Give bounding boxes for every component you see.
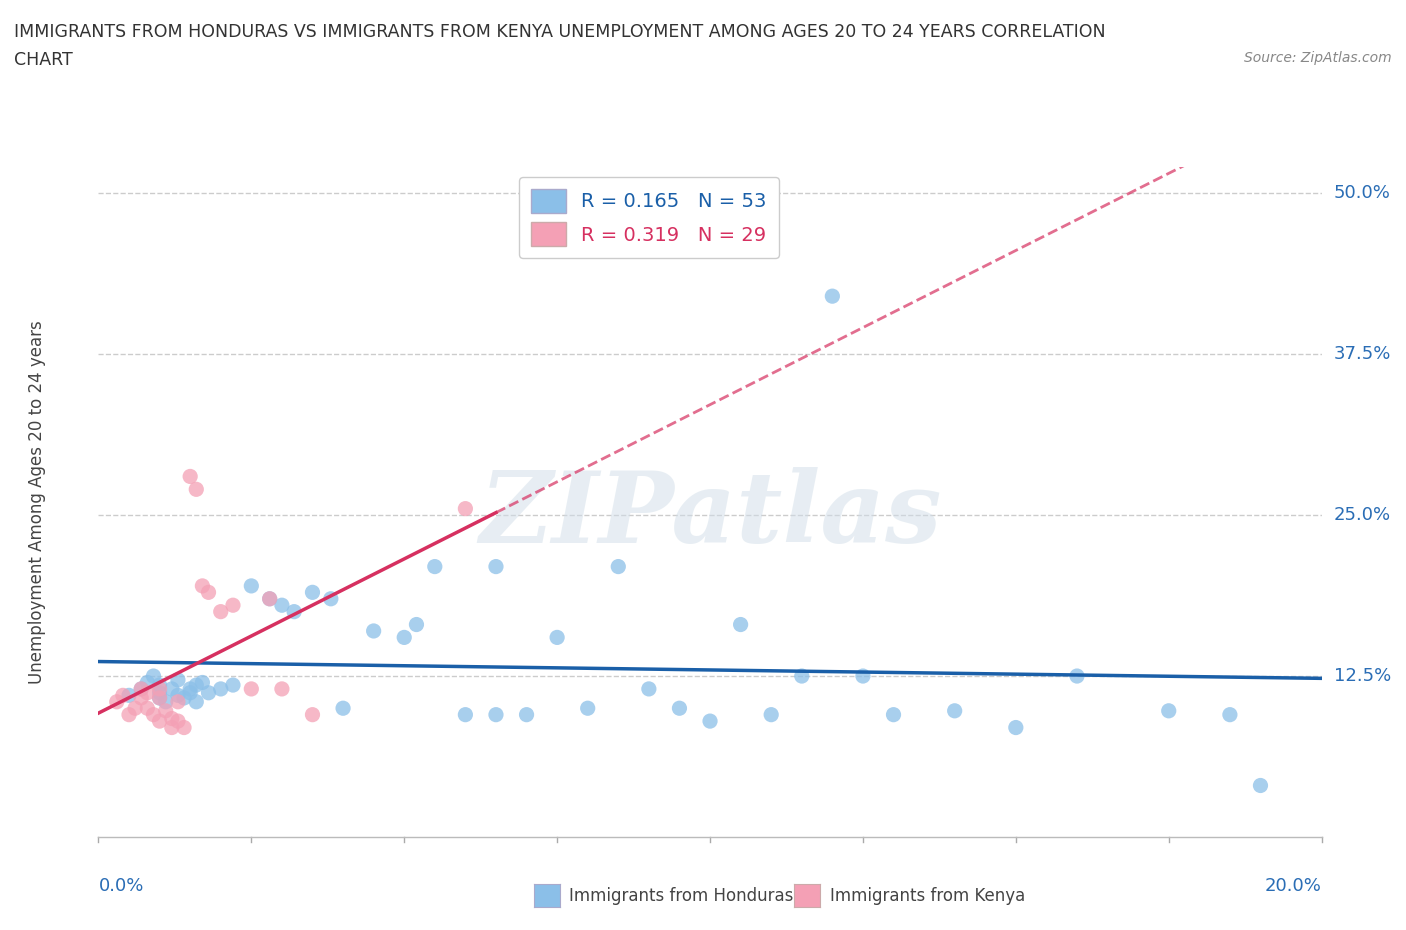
Point [149, 682, 172, 697]
Point [142, 669, 165, 684]
Point [173, 720, 195, 735]
Point [1004, 720, 1026, 735]
Point [209, 682, 232, 697]
Point [852, 669, 875, 684]
Point [301, 707, 323, 722]
Point [105, 695, 128, 710]
Point [167, 688, 190, 703]
Text: 0.0%: 0.0% [98, 877, 143, 896]
Point [149, 690, 172, 705]
Point [142, 707, 165, 722]
Text: Unemployment Among Ages 20 to 24 years: Unemployment Among Ages 20 to 24 years [28, 320, 46, 684]
Point [1249, 778, 1271, 793]
Point [197, 685, 219, 700]
Point [730, 618, 752, 632]
Text: Immigrants from Kenya: Immigrants from Kenya [830, 886, 1025, 905]
Point [283, 604, 305, 619]
Point [363, 623, 385, 638]
Point [167, 713, 190, 728]
Point [943, 703, 966, 718]
Point [129, 690, 152, 705]
Point [118, 688, 141, 703]
Point [485, 559, 508, 574]
Point [129, 682, 152, 697]
Point [167, 695, 190, 710]
Point [155, 695, 177, 710]
Point [197, 585, 219, 600]
Point [270, 682, 292, 697]
Point [240, 578, 263, 593]
Legend: R = 0.165   N = 53, R = 0.319   N = 29: R = 0.165 N = 53, R = 0.319 N = 29 [519, 177, 779, 258]
Text: Source: ZipAtlas.com: Source: ZipAtlas.com [1244, 51, 1392, 65]
Point [222, 678, 245, 693]
Point [454, 707, 477, 722]
Point [240, 682, 263, 697]
Point [160, 720, 183, 735]
Point [319, 591, 342, 606]
Point [179, 685, 201, 700]
Point [883, 707, 905, 722]
Point [111, 688, 134, 703]
Point [759, 707, 782, 722]
Point [259, 591, 281, 606]
Point [173, 690, 195, 705]
Point [149, 713, 172, 728]
Point [167, 672, 190, 687]
Point [186, 678, 208, 693]
Point [668, 701, 690, 716]
Point [124, 701, 146, 716]
Point [191, 578, 214, 593]
Point [222, 598, 245, 613]
Point [136, 701, 159, 716]
Point [1219, 707, 1241, 722]
Point [160, 682, 183, 697]
Point [485, 707, 508, 722]
Point [821, 288, 844, 303]
Point [301, 585, 323, 600]
Point [149, 690, 172, 705]
Point [607, 559, 630, 574]
Point [136, 685, 159, 700]
Text: 12.5%: 12.5% [1334, 667, 1391, 685]
Point [179, 469, 201, 484]
Text: IMMIGRANTS FROM HONDURAS VS IMMIGRANTS FROM KENYA UNEMPLOYMENT AMONG AGES 20 TO : IMMIGRANTS FROM HONDURAS VS IMMIGRANTS F… [14, 23, 1105, 41]
Point [423, 559, 446, 574]
Point [546, 630, 568, 644]
Point [392, 630, 416, 644]
Text: 37.5%: 37.5% [1334, 345, 1392, 363]
Point [136, 675, 159, 690]
Point [149, 685, 172, 700]
Text: 25.0%: 25.0% [1334, 506, 1391, 525]
Text: ZIPatlas: ZIPatlas [479, 468, 941, 564]
Point [637, 682, 661, 697]
Point [186, 482, 208, 497]
Text: 50.0%: 50.0% [1334, 184, 1391, 202]
Point [332, 701, 354, 716]
Point [790, 669, 813, 684]
Point [129, 682, 152, 697]
Point [1157, 703, 1180, 718]
Point [576, 701, 599, 716]
Point [1066, 669, 1088, 684]
Point [149, 678, 172, 693]
Point [191, 675, 214, 690]
Point [186, 695, 208, 710]
Text: Immigrants from Honduras: Immigrants from Honduras [569, 886, 794, 905]
Point [516, 707, 538, 722]
Point [270, 598, 292, 613]
Point [179, 682, 201, 697]
Text: CHART: CHART [14, 51, 73, 69]
Point [209, 604, 232, 619]
Point [160, 711, 183, 726]
Point [118, 707, 141, 722]
Text: 20.0%: 20.0% [1265, 877, 1322, 896]
Point [259, 591, 281, 606]
Point [405, 618, 427, 632]
Point [699, 713, 721, 728]
Point [454, 501, 477, 516]
Point [155, 703, 177, 718]
